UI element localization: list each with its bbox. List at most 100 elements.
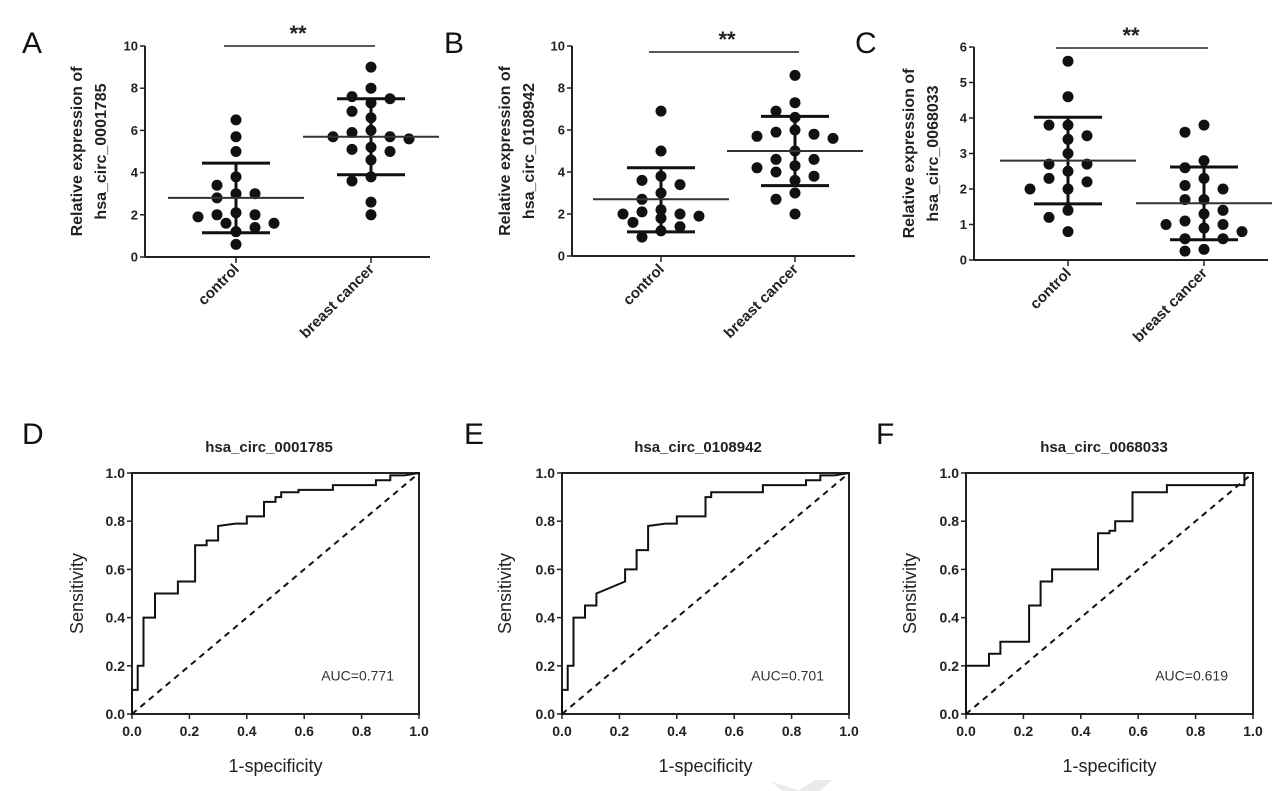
y-tick-label: 0.6 [536,561,556,577]
x-tick-label: 1.0 [1243,723,1263,739]
data-point [1179,245,1191,257]
y-tick-label: 0.8 [940,513,960,529]
data-point [365,61,377,73]
roc-title: hsa_circ_0108942 [634,439,762,456]
x-tick-label: 0.0 [552,723,572,739]
data-point [789,97,801,109]
significance-stars: ** [718,27,736,52]
x-tick-label: 0.4 [237,723,257,739]
auc-annotation: AUC=0.771 [321,667,394,683]
data-point [230,146,242,157]
y-tick-label: 8 [131,81,138,96]
scatter-panel-c: 0 1 2 3 4 5 6 Relative expression of hsa_circ_00… [901,23,1272,346]
data-point [1043,211,1055,223]
y-tick-label: 2 [960,182,967,197]
roc-panel-e: hsa_circ_0108942 0.0 0.2 0.4 0.6 0.8 1.0 0.0 0.2… [495,439,859,776]
data-point [1198,119,1210,131]
x-axis-label: 1-specificity [1062,756,1156,776]
y-tick-label: 4 [558,165,566,180]
x-category-label: breast cancer [721,261,802,342]
watermark [770,780,832,791]
data-point [1062,55,1074,67]
data-point [770,153,782,165]
y-tick-label: 6 [960,40,967,55]
data-point [789,208,801,220]
y-tick-label: 0.4 [536,610,556,626]
y-tick-label: 0.6 [106,561,126,577]
panel-letter-a: A [22,27,42,60]
x-tick-label: 0.4 [1071,723,1091,739]
x-tick-label: 0.6 [724,723,744,739]
data-point [751,130,763,142]
data-point [789,187,801,199]
plot-frame [561,472,850,715]
y-axis-label: Relative expression of [901,68,918,239]
data-point [1081,130,1093,142]
auc-annotation: AUC=0.619 [1155,667,1228,683]
data-point [770,105,782,117]
y-tick-label: 0.0 [940,706,960,722]
x-tick-label: 0.6 [1128,723,1148,739]
data-point [751,162,763,174]
data-point [211,209,223,221]
x-axis-label: 1-specificity [228,756,322,776]
x-tick-label: 0.4 [667,723,687,739]
y-tick-label: 2 [131,207,138,222]
x-category-label: breast cancer [1130,265,1211,346]
data-point [249,209,261,221]
data-point [636,174,648,186]
y-tick-label: 0 [131,250,138,265]
data-point [346,127,358,139]
data-point [1198,243,1210,255]
data-point [789,69,801,81]
significance-stars: ** [1122,23,1140,48]
data-point [1081,176,1093,188]
data-point [674,221,686,233]
data-point [230,238,242,250]
data-point [1062,226,1074,238]
data-point [230,131,242,143]
panel-letter-f: F [876,418,894,451]
y-tick-label: 1.0 [106,465,126,481]
y-tick-label: 0.8 [106,513,126,529]
roc-curve [561,472,850,714]
data-point [365,196,377,208]
roc-curve [965,472,1253,714]
roc-panel-d: hsa_circ_0001785 0.0 0.2 0.4 0.6 0.8 1.0 0.0 0.2… [67,439,429,776]
x-tick-label: 0.2 [610,723,630,739]
y-tick-label: 2 [558,207,565,222]
data-point [1217,204,1229,216]
x-tick-label: 0.2 [1014,723,1034,739]
roc-title: hsa_circ_0001785 [205,439,333,456]
scatter-panel-b: 0 2 4 6 8 10 Relative expression of hsa_circ_01… [497,27,863,342]
data-point [693,210,705,222]
data-point [627,216,639,228]
data-point [384,146,396,157]
y-tick-label: 0.2 [536,658,556,674]
data-point [636,231,648,243]
data-point [268,217,280,229]
y-tick-label: 10 [551,39,565,54]
scatter-panel-a: 0 2 4 6 8 10 Relative expression of hsa_circ_00… [69,21,439,342]
data-point [365,209,377,221]
data-point [220,217,232,229]
y-tick-label: 0.8 [536,513,556,529]
y-axis-label: Sensitivity [495,553,515,634]
data-point [1217,219,1229,230]
y-tick-label: 0.2 [106,658,126,674]
roc-title: hsa_circ_0068033 [1040,439,1168,456]
y-tick-label: 8 [558,81,565,96]
y-axis-label: hsa_circ_0108942 [521,83,538,219]
data-point [403,133,415,145]
data-point [211,179,223,191]
x-tick-label: 0.6 [294,723,314,739]
x-tick-label: 0.0 [122,723,142,739]
data-point [674,208,686,220]
y-tick-label: 1 [960,217,967,232]
data-point [346,143,358,155]
y-axis-label: Sensitivity [67,553,87,634]
y-tick-label: 6 [558,123,565,138]
data-point [192,211,204,223]
y-tick-label: 0.4 [106,610,126,626]
data-point [1198,155,1210,167]
